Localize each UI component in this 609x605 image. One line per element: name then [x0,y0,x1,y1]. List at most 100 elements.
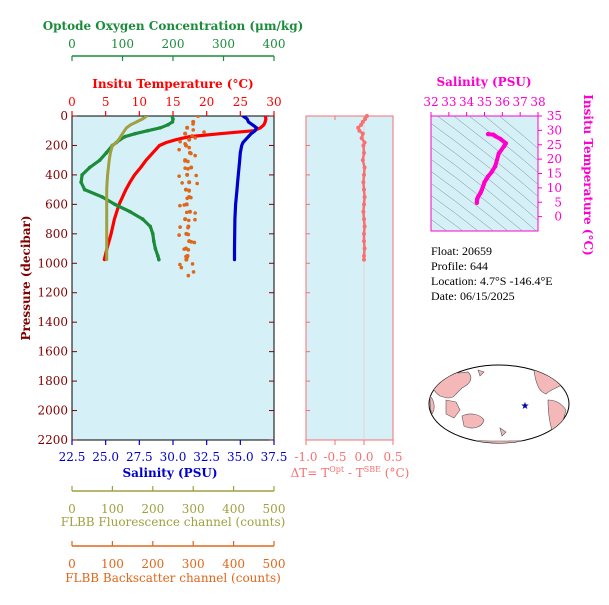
pressure-tick-label: 1200 [37,286,68,300]
backscatter-tick-label: 100 [101,557,124,571]
oxygen-point [148,224,153,229]
temperature-profile-line [102,116,268,262]
ts-point [485,174,491,179]
backscatter-point [193,211,197,215]
delta-t-tick-label: 0.0 [354,450,373,464]
temperature-axis-title: Insitu Temperature (°C) [92,77,253,91]
delta-t-plot-area [305,115,394,441]
ts-plot-area [430,115,539,232]
backscatter-tick-label: 0 [68,557,76,571]
temperature-tick-label: 10 [132,95,147,109]
fluorescence-tick-label: 300 [182,502,205,516]
backscatter-point [180,181,184,185]
oxygen-point [157,257,161,262]
oxygen-point [100,195,105,199]
ts-ytick-label: 10 [547,181,562,195]
backscatter-point [190,133,194,138]
backscatter-point [178,225,182,229]
pressure-tick-label: 400 [45,168,68,182]
fluorescence-tick-label: 400 [222,502,245,516]
africa-landmass [429,395,435,415]
pressure-tick-label: 0 [60,109,68,123]
backscatter-point [183,166,187,170]
oxygen-point [97,158,102,162]
ts-density-contour [431,170,509,231]
ts-density-contour [453,116,538,185]
backscatter-point [184,257,189,262]
japan-landmass [477,369,485,377]
backscatter-point [196,116,201,118]
backscatter-point [178,203,182,208]
backscatter-point [189,165,194,170]
ts-point [485,131,491,137]
backscatter-point [187,188,191,193]
new-zealand-landmass [499,427,507,437]
ts-point [493,164,498,169]
salinity-axis-ticks: 22.5 25.0 27.5 30.0 32.5 35.0 37.5 [59,440,288,464]
ts-ytick-label: 0 [554,210,562,224]
profile-number: Profile: 644 [431,259,488,273]
ts-ytick-label: 30 [547,123,562,137]
fluorescence-axis-ticks: 0 100 200 300 400 500 [68,486,285,516]
backscatter-tick-label: 400 [222,557,245,571]
temperature-tick-label: 20 [199,95,214,109]
oxygen-axis-ticks: 0 100 200 300 400 [68,37,285,61]
ts-salinity-axis-title: Salinity (PSU) [436,75,531,89]
backscatter-point [183,246,188,251]
oxygen-point [79,180,83,185]
fluorescence-tick-label: 0 [68,502,76,516]
backscatter-point [187,209,192,214]
backscatter-axis-ticks: 0 100 200 300 400 500 [68,541,285,571]
ts-point [503,141,509,146]
oxygen-point [133,131,137,136]
backscatter-point [184,231,189,236]
ts-ytick-label: 15 [547,167,562,181]
salinity-tick-label: 30.0 [160,450,187,464]
backscatter-point [186,273,191,278]
float-location: Location: 4.7°S -146.4°E [431,274,553,288]
temperature-tick-label: 15 [165,95,180,109]
float-metadata: Float: 20659 Profile: 644 Location: 4.7°… [431,244,553,304]
ts-xtick-label: 36 [495,95,510,109]
profile-plot-area [71,115,275,441]
oxygen-tick-label: 200 [162,37,185,51]
temperature-tick-label: 30 [266,95,281,109]
salinity-tick-label: 37.5 [261,450,288,464]
ts-density-contour [431,194,479,231]
backscatter-point [178,139,182,144]
ts-density-contour [431,122,538,209]
salinity-tick-label: 25.0 [92,450,119,464]
oxygen-point [170,120,175,124]
oxygen-tick-label: 100 [111,37,134,51]
backscatter-point [187,137,192,142]
salinity-tick-label: 35.0 [227,450,254,464]
temperature-axis-ticks: 0 5 10 15 20 25 30 [68,95,282,116]
oxygen-point [82,187,87,192]
oxygen-point [113,202,117,207]
backscatter-point [183,217,188,222]
backscatter-point [183,158,188,163]
oxygen-tick-label: 400 [263,37,286,51]
backscatter-point [187,180,192,185]
backscatter-point [191,270,196,274]
ts-xtick-label: 32 [423,95,438,109]
float-location-marker-icon: ★ [521,401,530,412]
ts-xtick-label: 37 [513,95,528,109]
backscatter-point [184,210,189,215]
ts-density-contour [431,218,448,231]
backscatter-point [190,262,195,266]
oxygen-tick-label: 300 [212,37,235,51]
oxygen-point [153,246,158,251]
backscatter-point [187,239,192,244]
ts-density-contour [431,146,537,231]
backscatter-point [177,174,181,178]
ts-ytick-label: 35 [547,109,562,123]
ts-point [498,136,503,142]
backscatter-point [193,153,197,158]
backscatter-point [194,173,198,178]
backscatter-point [195,181,199,186]
ts-ytick-label: 20 [547,152,562,166]
oxygen-point [166,123,170,127]
fluorescence-tick-label: 500 [263,502,286,516]
